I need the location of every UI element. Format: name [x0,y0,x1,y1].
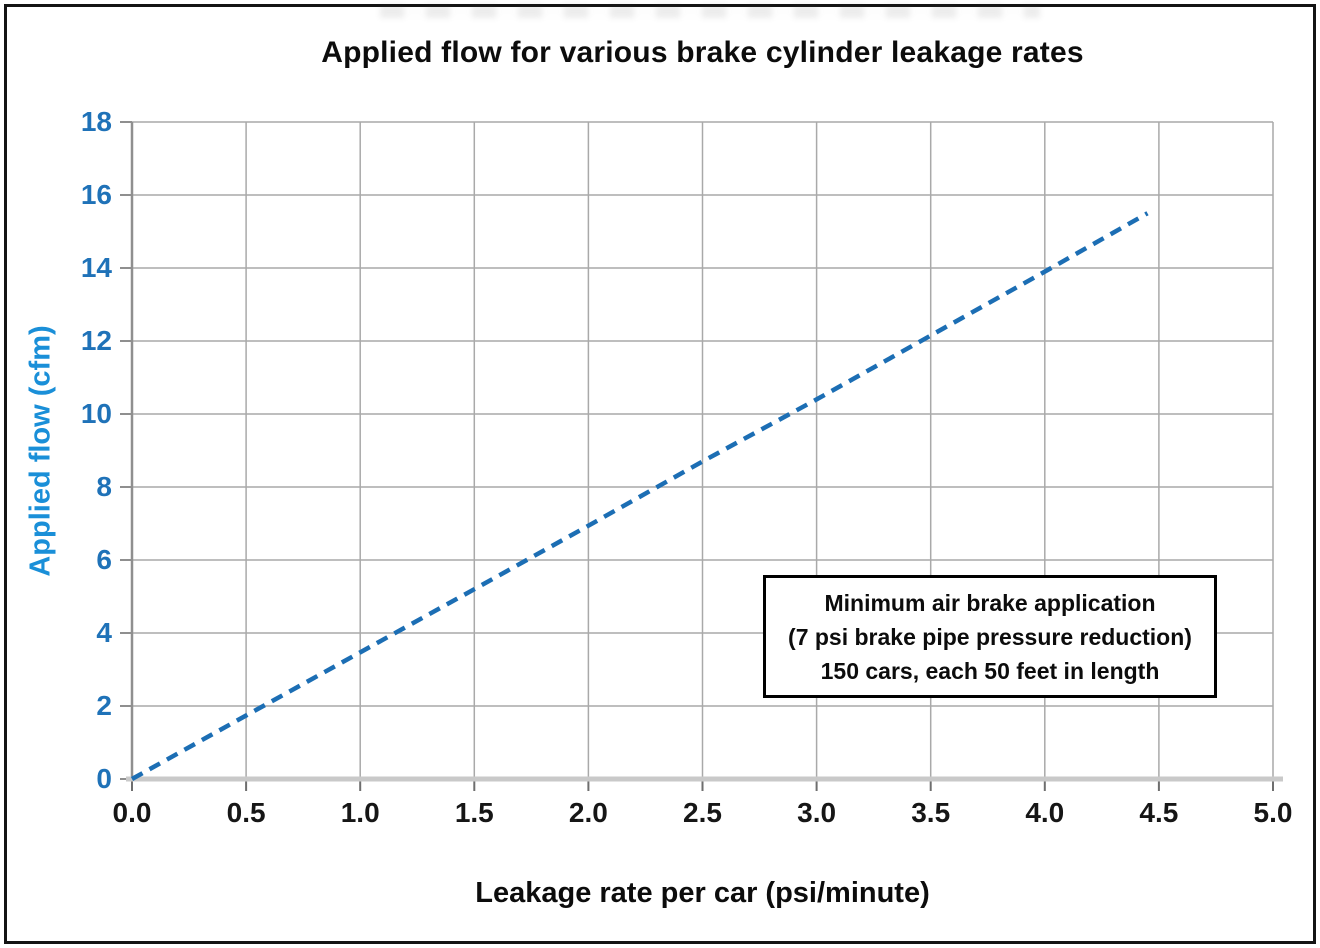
y-tick-label: 16 [80,179,112,210]
x-tick-label: 3.0 [797,797,837,828]
chart-title: Applied flow for various brake cylinder … [321,36,1084,69]
axis-spines [120,121,1283,791]
x-axis-label: Leakage rate per car (psi/minute) [475,877,930,909]
x-tick-label: 3.5 [911,797,951,828]
y-tick-label: 10 [80,398,112,429]
y-tick-label: 18 [80,106,112,137]
x-tick-label: 5.0 [1253,797,1293,828]
plot-area [120,121,1283,791]
x-tick-label: 0.5 [226,797,266,828]
annotation-line: Minimum air brake application [824,589,1156,616]
gridlines [132,121,1274,779]
y-tick-label: 4 [96,617,112,648]
annotation-line: 150 cars, each 50 feet in length [820,657,1160,684]
y-tick-label: 8 [96,471,112,502]
x-tick-label: 1.5 [454,797,494,828]
y-tick-label: 0 [96,763,112,794]
y-tick-label: 6 [96,544,112,575]
x-tick-label: 1.0 [340,797,380,828]
applied-flow-line [130,211,1149,781]
y-tick-label: 2 [96,690,112,721]
x-tick-label: 4.0 [1025,797,1065,828]
plot-canvas [120,121,1283,791]
x-tick-label: 4.5 [1139,797,1179,828]
x-tick-label: 2.0 [568,797,608,828]
y-tick-label: 12 [80,325,112,356]
y-tick-label: 14 [80,252,112,283]
cropped-text-artifact [380,5,1040,18]
annotation-line: (7 psi brake pipe pressure reduction) [788,623,1192,650]
annotation-box: Minimum air brake application (7 psi bra… [763,575,1217,698]
y-axis-tick-labels: 0 2 4 6 8 10 12 14 16 18 [40,0,112,948]
x-tick-label: 2.5 [683,797,722,828]
